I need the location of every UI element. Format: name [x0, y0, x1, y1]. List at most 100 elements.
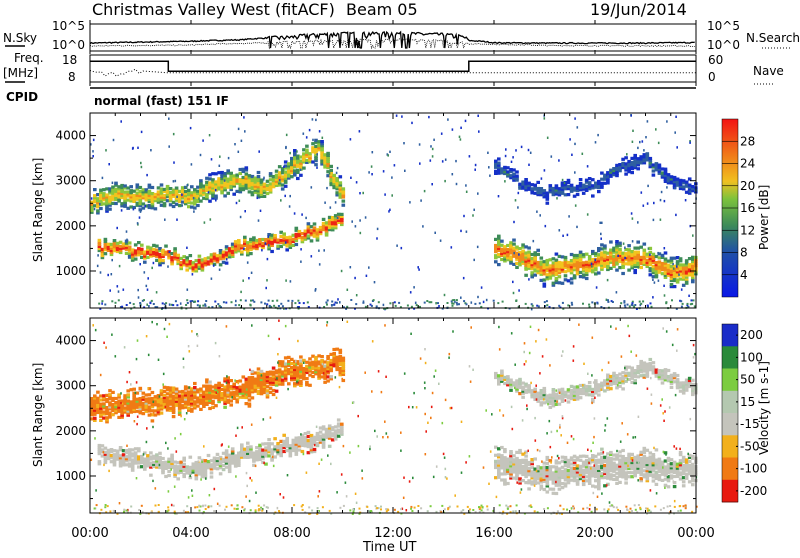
power-cell	[504, 180, 506, 182]
velocity-cell	[193, 382, 197, 385]
power-cell	[295, 233, 299, 236]
power-cell	[579, 271, 583, 274]
power-cell	[168, 118, 170, 120]
power-cell	[312, 118, 314, 120]
power-cell	[117, 285, 119, 287]
power-cell	[285, 279, 287, 281]
power-cell	[643, 249, 647, 252]
velocity-cell	[621, 387, 625, 390]
power-cell	[191, 163, 193, 165]
velocity-cell	[164, 461, 168, 464]
power-cell	[316, 153, 318, 155]
power-cell	[238, 151, 240, 153]
power-cell	[595, 141, 597, 143]
power-cell	[362, 192, 364, 194]
power-cell	[219, 305, 221, 307]
velocity-cell	[567, 388, 571, 391]
velocity-cell	[652, 361, 656, 364]
nave-tick-bottom: 0	[708, 70, 716, 84]
velocity-cell	[509, 450, 513, 453]
velocity-cell	[285, 437, 289, 440]
power-cell	[325, 221, 329, 224]
power-cell	[187, 302, 189, 304]
power-cell	[350, 138, 352, 140]
velocity-cell	[225, 449, 229, 452]
power-cell	[93, 194, 97, 197]
velocity-cell	[503, 478, 507, 481]
power-cell	[631, 212, 633, 214]
power-cell	[609, 240, 613, 243]
velocity-cell	[337, 422, 341, 425]
velocity-cell	[618, 373, 622, 376]
power-cell	[600, 238, 602, 240]
power-cell	[649, 267, 653, 270]
power-cell	[219, 269, 221, 271]
power-cell	[190, 127, 192, 129]
power-cell	[215, 189, 217, 191]
power-cell	[547, 137, 549, 139]
power-cell	[92, 155, 94, 157]
power-cell	[223, 172, 227, 175]
power-cell	[287, 300, 289, 302]
velocity-cell	[518, 459, 522, 462]
power-cell	[350, 177, 352, 179]
power-cell	[401, 115, 403, 117]
power-cell	[196, 204, 200, 207]
power-cell	[486, 299, 488, 301]
power-cell	[505, 148, 507, 150]
power-cell	[186, 299, 188, 301]
power-cell	[264, 238, 268, 241]
velocity-cell	[536, 392, 540, 395]
power-cell	[383, 304, 385, 306]
velocity-cell	[337, 429, 341, 432]
power-cell	[204, 303, 206, 305]
velocity-cell	[196, 405, 200, 408]
velocity-cell	[335, 356, 339, 359]
power-cell	[144, 271, 146, 273]
velocity-cell	[134, 451, 138, 454]
power-cell	[407, 305, 409, 307]
power-cell	[513, 292, 515, 294]
power-cell	[213, 264, 215, 266]
power-cell	[388, 210, 390, 212]
velocity-cell	[219, 472, 223, 475]
power-cell	[121, 306, 123, 308]
velocity-cell	[527, 384, 531, 387]
power-cell	[253, 301, 255, 303]
power-cell	[626, 153, 628, 155]
velocity-cell	[527, 479, 531, 482]
power-cell	[629, 305, 631, 307]
power-cell	[234, 240, 238, 243]
power-cell	[376, 237, 378, 239]
power-cell	[469, 155, 471, 157]
velocity-cell	[618, 377, 622, 380]
power-cell	[562, 179, 564, 181]
velocity-cell	[627, 366, 631, 369]
power-cell	[544, 195, 546, 197]
power-cell	[342, 200, 346, 203]
power-cell	[477, 296, 479, 298]
noise-right-tick-top: 10^5	[707, 19, 740, 33]
power-cell	[567, 179, 571, 182]
power-cell	[187, 184, 189, 186]
power-cell	[245, 172, 249, 175]
power-cell	[415, 302, 417, 304]
power-cell	[607, 175, 609, 177]
power-cell	[624, 304, 626, 306]
power-cell	[107, 206, 109, 208]
power-cell	[692, 234, 694, 236]
power-cell	[226, 192, 230, 195]
velocity-cell	[567, 400, 571, 403]
power-cell	[632, 240, 634, 242]
power-cell	[512, 243, 516, 246]
power-cell	[260, 179, 264, 182]
velocity-cell	[518, 378, 522, 381]
power-cell	[571, 302, 573, 304]
power-cell	[556, 197, 558, 199]
power-cell	[173, 247, 177, 250]
velocity-cell	[609, 387, 613, 390]
power-cell	[647, 185, 649, 187]
power-cell	[596, 286, 598, 288]
velocity-cell	[104, 447, 108, 450]
velocity-cell	[624, 481, 628, 484]
